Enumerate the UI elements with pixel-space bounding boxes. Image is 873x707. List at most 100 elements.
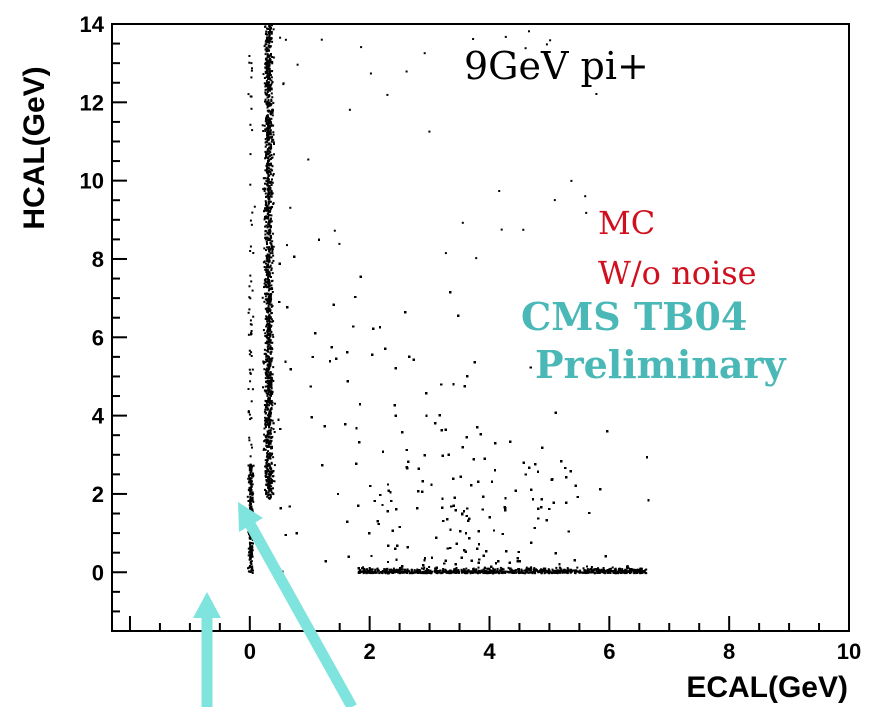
data-point <box>266 104 269 106</box>
data-point <box>248 368 251 371</box>
data-point <box>250 280 253 283</box>
data-point <box>266 452 269 455</box>
data-point <box>270 32 273 35</box>
data-point <box>270 82 273 85</box>
data-point <box>270 79 273 82</box>
data-point <box>270 121 272 124</box>
data-point <box>268 456 271 459</box>
data-point <box>249 496 252 498</box>
data-point <box>270 256 273 259</box>
data-point <box>271 452 274 455</box>
data-point <box>266 37 269 40</box>
data-point <box>249 372 252 375</box>
data-point <box>247 410 250 413</box>
data-point <box>251 565 254 568</box>
data-point <box>270 359 273 362</box>
data-point <box>268 380 271 383</box>
data-point <box>268 282 271 284</box>
data-point <box>250 107 253 110</box>
data-point <box>272 173 275 175</box>
data-point <box>268 334 271 337</box>
data-point <box>266 121 269 124</box>
data-point <box>269 120 272 123</box>
data-point <box>263 282 266 285</box>
data-point <box>264 33 267 36</box>
data-point <box>266 358 269 361</box>
data-point <box>266 357 269 360</box>
data-point <box>264 472 267 475</box>
data-point <box>266 188 269 191</box>
data-point <box>265 127 268 130</box>
data-point <box>252 474 255 477</box>
data-point <box>265 462 268 464</box>
data-point <box>268 85 271 88</box>
data-point <box>270 98 273 101</box>
data-point <box>267 419 269 421</box>
data-point <box>271 401 274 404</box>
data-point <box>265 254 268 257</box>
data-point <box>270 124 273 127</box>
data-point <box>268 296 271 299</box>
data-point <box>270 284 273 287</box>
data-point <box>270 143 272 146</box>
data-point <box>266 272 269 275</box>
data-point <box>266 400 269 402</box>
data-point <box>269 440 272 443</box>
data-point <box>269 310 272 313</box>
data-point <box>265 140 268 143</box>
data-point <box>271 333 274 336</box>
data-point <box>263 217 266 220</box>
data-point <box>268 125 271 128</box>
data-point <box>271 114 274 117</box>
data-point <box>269 346 271 349</box>
data-point <box>265 373 267 376</box>
data-point <box>267 123 269 126</box>
data-point <box>266 232 269 235</box>
data-point <box>266 403 269 406</box>
data-point <box>269 186 272 189</box>
data-point <box>268 197 271 200</box>
data-point <box>269 381 272 384</box>
data-point <box>266 177 269 180</box>
data-point <box>266 91 269 93</box>
data-point <box>268 89 271 92</box>
data-point <box>267 258 270 261</box>
data-point <box>266 88 269 91</box>
data-point <box>272 335 275 338</box>
data-point <box>267 95 270 98</box>
data-point <box>269 466 272 469</box>
data-point <box>265 249 267 252</box>
data-point <box>268 484 271 487</box>
data-point <box>267 192 270 195</box>
data-point <box>270 287 273 290</box>
data-point <box>262 130 265 132</box>
data-point <box>266 67 269 70</box>
data-point <box>250 499 253 502</box>
data-point <box>249 333 252 336</box>
data-point <box>271 111 274 114</box>
data-point <box>270 394 272 397</box>
data-point <box>270 489 273 492</box>
data-point <box>269 332 272 335</box>
data-point <box>268 109 270 112</box>
data-point <box>264 85 267 88</box>
data-point <box>248 439 251 442</box>
data-point <box>267 63 270 66</box>
data-point <box>264 284 267 286</box>
data-point <box>270 407 273 409</box>
data-point <box>269 131 272 134</box>
data-point <box>269 182 272 185</box>
data-point <box>250 323 253 326</box>
data-point <box>270 24 273 27</box>
data-point <box>265 292 268 295</box>
data-point <box>264 98 267 101</box>
data-point <box>268 488 271 491</box>
data-point <box>265 196 267 198</box>
data-point <box>269 474 272 477</box>
data-point <box>265 266 268 269</box>
data-point <box>270 331 273 333</box>
data-point <box>268 254 271 257</box>
data-point <box>265 353 268 356</box>
data-point <box>268 330 271 333</box>
data-point <box>265 392 268 395</box>
